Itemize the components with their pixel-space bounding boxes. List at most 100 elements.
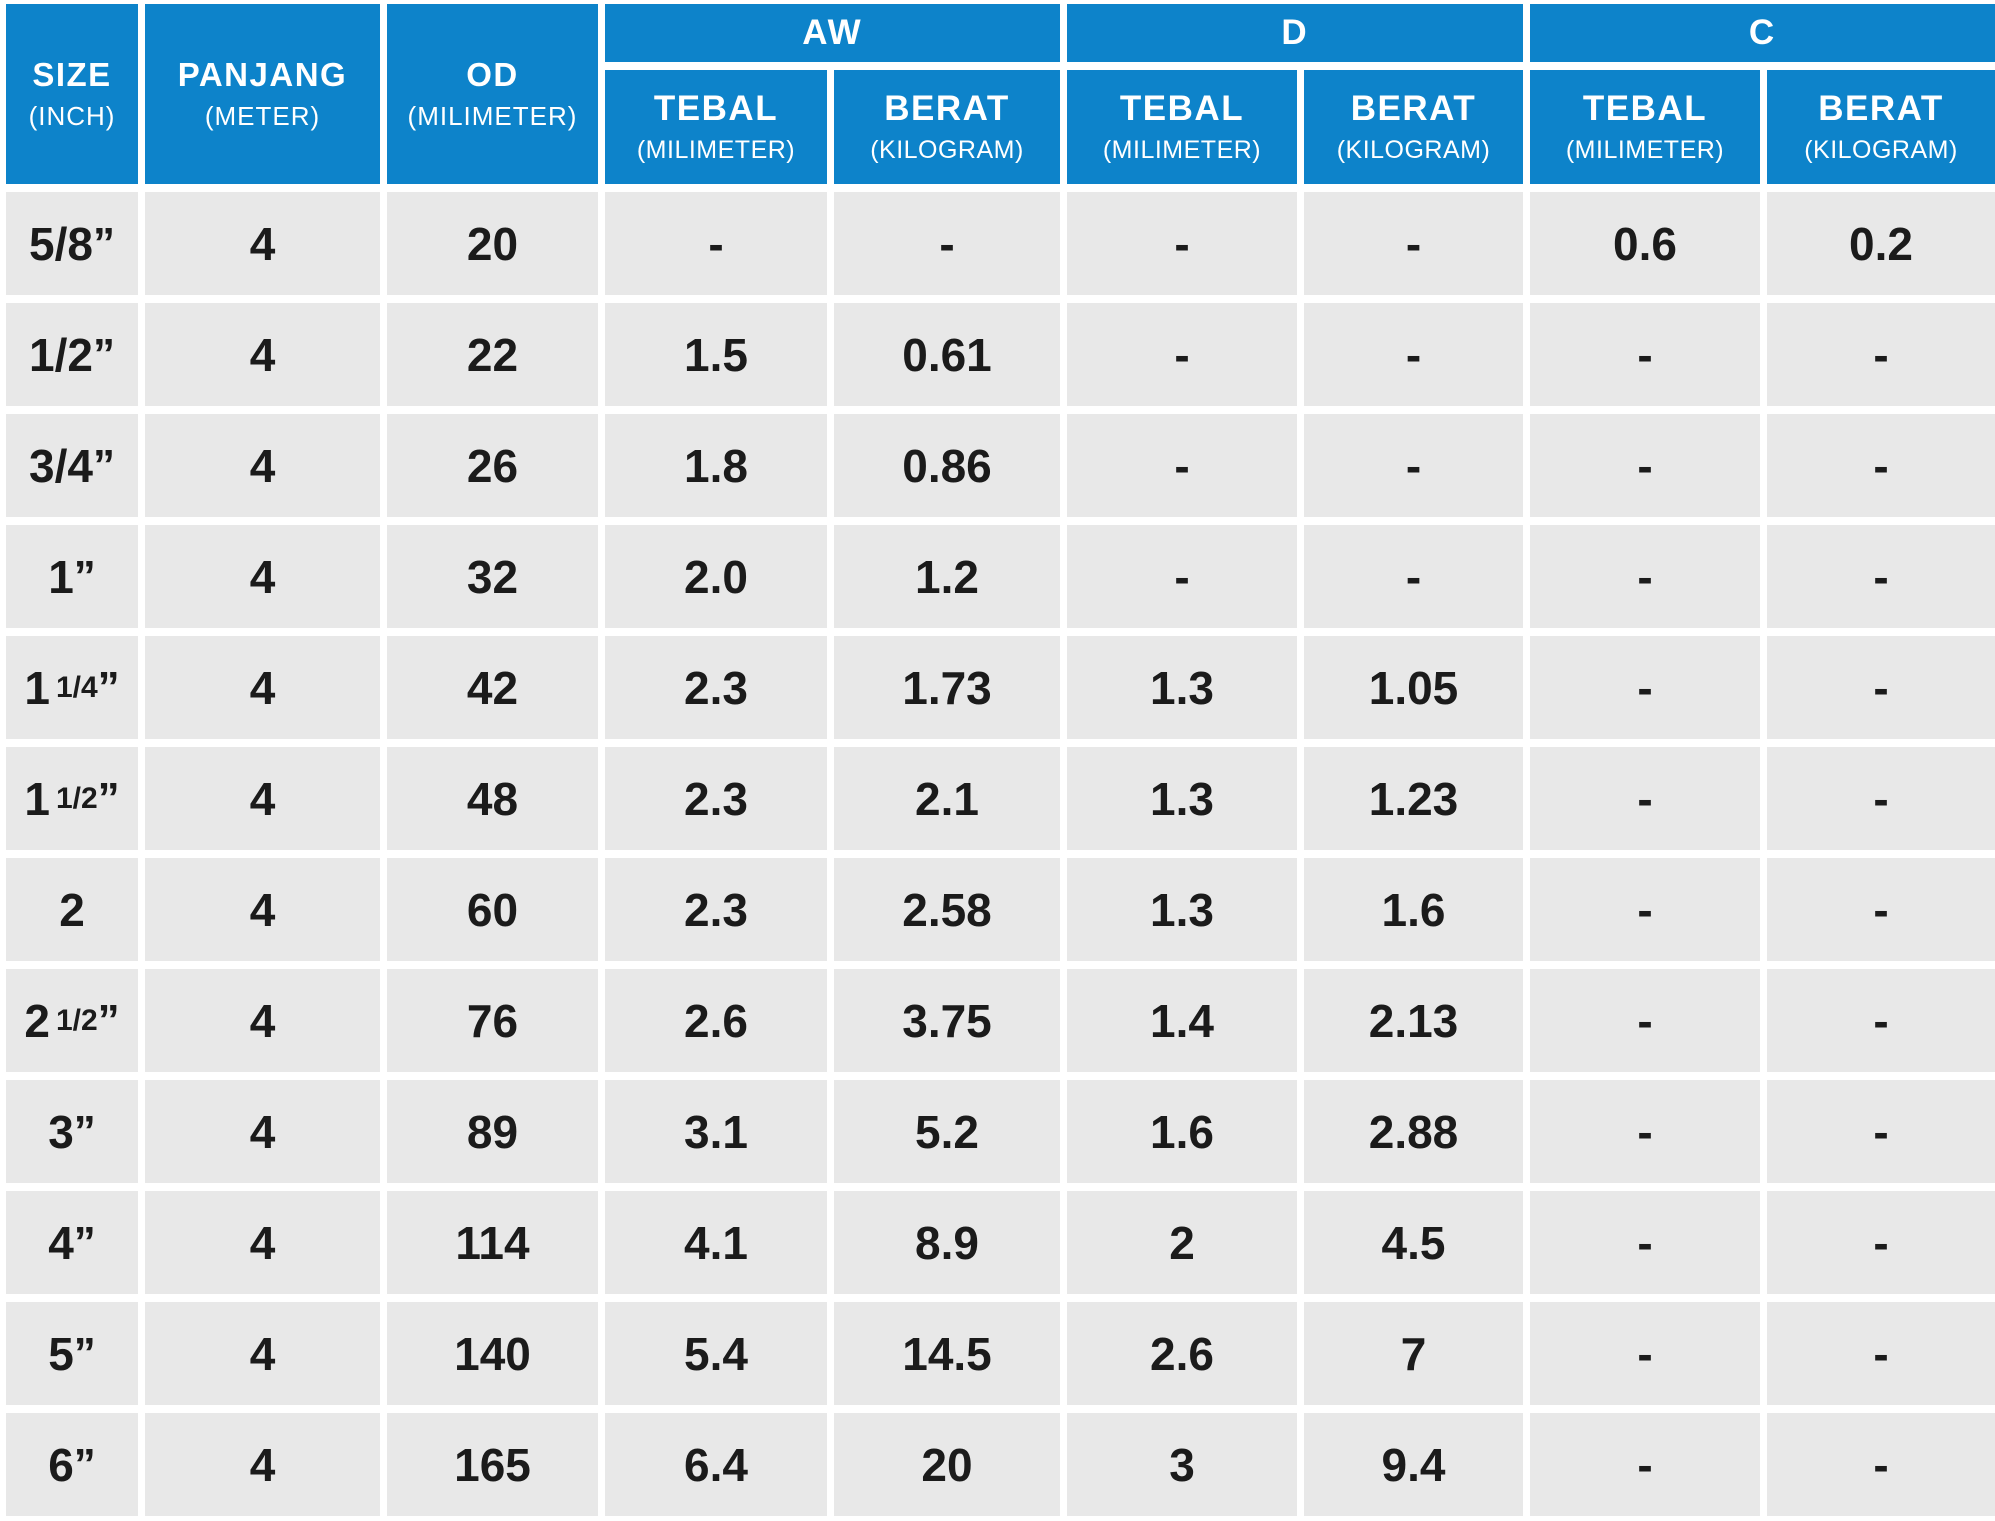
table-cell: -	[1530, 1302, 1760, 1405]
table-cell: 0.86	[834, 414, 1060, 517]
table-cell: 1.6	[1067, 1080, 1297, 1183]
table-cell: -	[1530, 414, 1760, 517]
table-cell: -	[1304, 192, 1523, 295]
table-cell: 4	[145, 192, 380, 295]
size-value: 1/2	[29, 328, 93, 381]
column-header-panjang-unit: (METER)	[204, 101, 321, 132]
inch-mark: ”	[97, 773, 120, 823]
table-cell: 1.3	[1067, 636, 1297, 739]
table-cell: -	[1530, 858, 1760, 961]
table-cell: 4	[145, 303, 380, 406]
table-cell: -	[1767, 858, 1995, 961]
column-header-od-label: OD	[466, 55, 519, 93]
size-cell: 1 1/4”	[6, 636, 138, 739]
table-cell: 165	[387, 1413, 598, 1516]
table-cell: 76	[387, 969, 598, 1072]
table-cell: 2.3	[605, 636, 827, 739]
table-cell: 32	[387, 525, 598, 628]
group-header-d: D	[1067, 4, 1523, 62]
table-cell: 2.6	[1067, 1302, 1297, 1405]
table-cell: 4	[145, 1080, 380, 1183]
table-cell: 1.2	[834, 525, 1060, 628]
size-value: 4	[48, 1216, 74, 1269]
table-cell: -	[1767, 747, 1995, 850]
table-cell: 2.3	[605, 858, 827, 961]
table-cell: -	[1530, 747, 1760, 850]
table-cell: 3.1	[605, 1080, 827, 1183]
table-cell: 1.5	[605, 303, 827, 406]
table-cell: 2	[1067, 1191, 1297, 1294]
group-header-aw: AW	[605, 4, 1060, 62]
table-cell: 4	[145, 525, 380, 628]
size-value: 1	[24, 772, 50, 825]
table-cell: -	[1530, 636, 1760, 739]
size-cell: 1”	[6, 525, 138, 628]
table-cell: 1.73	[834, 636, 1060, 739]
table-cell: 4	[145, 1302, 380, 1405]
table-cell: -	[1767, 414, 1995, 517]
table-cell: 6.4	[605, 1413, 827, 1516]
table-cell: -	[1767, 525, 1995, 628]
size-cell: 3”	[6, 1080, 138, 1183]
table-cell: 1.8	[605, 414, 827, 517]
subheader-d-tebal: TEBAL (MILIMETER)	[1067, 70, 1297, 184]
table-cell: -	[1530, 1413, 1760, 1516]
subheader-aw-berat: BERAT (KILOGRAM)	[834, 70, 1060, 184]
table-cell: -	[1530, 1080, 1760, 1183]
inch-mark: ”	[97, 662, 120, 712]
table-cell: 42	[387, 636, 598, 739]
table-cell: 140	[387, 1302, 598, 1405]
size-value: 5/8	[29, 217, 93, 270]
subheader-aw-tebal-unit: (MILIMETER)	[636, 136, 796, 164]
inch-mark: ”	[73, 1439, 96, 1489]
group-header-aw-label: AW	[802, 13, 863, 52]
table-cell: 5.2	[834, 1080, 1060, 1183]
table-cell: -	[1767, 1302, 1995, 1405]
table-cell: 48	[387, 747, 598, 850]
size-cell: 1/2”	[6, 303, 138, 406]
subheader-c-tebal-unit: (MILIMETER)	[1565, 136, 1725, 164]
table-cell: 1.3	[1067, 747, 1297, 850]
table-cell: -	[1530, 969, 1760, 1072]
table-cell: 2.0	[605, 525, 827, 628]
table-cell: 2.6	[605, 969, 827, 1072]
size-value: 1	[24, 661, 50, 714]
group-header-d-label: D	[1281, 13, 1309, 52]
table-cell: 1.3	[1067, 858, 1297, 961]
table-cell: 1.23	[1304, 747, 1523, 850]
table-cell: -	[1767, 1080, 1995, 1183]
size-cell: 5”	[6, 1302, 138, 1405]
table-cell: 4	[145, 1191, 380, 1294]
table-cell: -	[1067, 414, 1297, 517]
subheader-aw-tebal: TEBAL (MILIMETER)	[605, 70, 827, 184]
subheader-d-berat: BERAT (KILOGRAM)	[1304, 70, 1523, 184]
size-cell: 4”	[6, 1191, 138, 1294]
table-cell: 3.75	[834, 969, 1060, 1072]
subheader-aw-tebal-label: TEBAL	[653, 89, 779, 128]
table-cell: 89	[387, 1080, 598, 1183]
subheader-d-tebal-label: TEBAL	[1119, 89, 1245, 128]
table-cell: 4	[145, 858, 380, 961]
table-cell: 2.58	[834, 858, 1060, 961]
inch-mark: ”	[73, 1328, 96, 1378]
table-cell: 20	[387, 192, 598, 295]
column-header-od-unit: (MILIMETER)	[407, 101, 578, 132]
inch-mark: ”	[92, 440, 115, 490]
table-cell: -	[1767, 1413, 1995, 1516]
subheader-c-tebal-label: TEBAL	[1582, 89, 1708, 128]
size-fraction: 1/2	[55, 781, 98, 815]
subheader-aw-berat-unit: (KILOGRAM)	[870, 136, 1024, 164]
table-cell: -	[1304, 525, 1523, 628]
table-cell: 4.5	[1304, 1191, 1523, 1294]
size-cell: 2 1/2”	[6, 969, 138, 1072]
size-value: 5	[48, 1327, 74, 1380]
size-fraction: 1/4	[55, 670, 98, 704]
subheader-c-tebal: TEBAL (MILIMETER)	[1530, 70, 1760, 184]
table-cell: 2.3	[605, 747, 827, 850]
table-cell: -	[1767, 303, 1995, 406]
table-cell: 20	[834, 1413, 1060, 1516]
size-value: 3	[48, 1105, 74, 1158]
column-header-size-unit: (INCH)	[28, 101, 116, 132]
subheader-d-berat-unit: (KILOGRAM)	[1336, 136, 1491, 164]
